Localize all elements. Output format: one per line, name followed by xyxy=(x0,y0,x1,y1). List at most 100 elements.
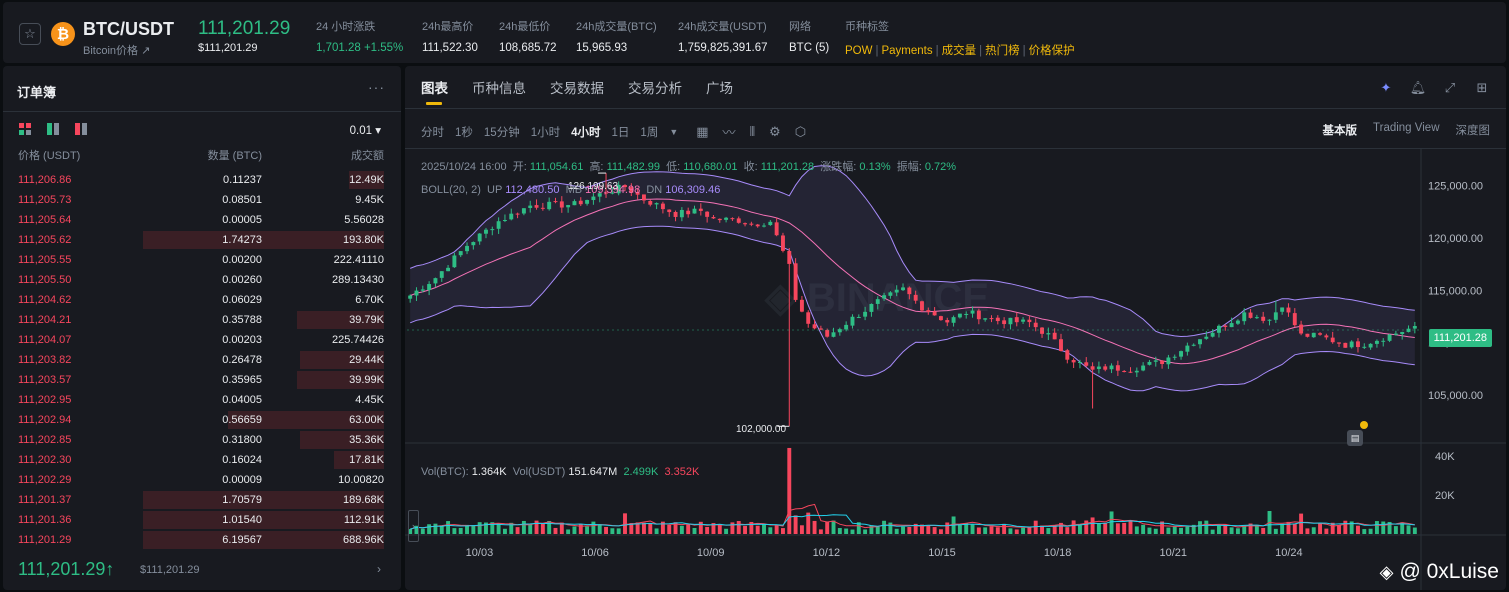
pair-symbol[interactable]: BTC/USDT xyxy=(83,19,174,39)
volume-bar xyxy=(1299,513,1304,534)
coin-tag[interactable]: 成交量 xyxy=(941,45,977,57)
candle-body xyxy=(1267,319,1272,321)
stat-label: 24h成交量(USDT) xyxy=(678,21,767,33)
divider xyxy=(405,148,1506,149)
candlestick-chart[interactable]: ◈ BINANCE125,000.00120,000.00115,000.001… xyxy=(405,149,1506,590)
candle-type-icon[interactable]: ⫴ xyxy=(749,123,756,139)
candle-body xyxy=(1387,334,1392,341)
order-book-ask-row[interactable]: 111,201.29 6.19567 688.96K xyxy=(3,530,401,550)
candle-body xyxy=(1210,332,1215,337)
tab-square[interactable]: 广场 xyxy=(706,81,733,96)
volume-bar xyxy=(1324,528,1329,534)
candle-body xyxy=(989,318,994,320)
tab-trading-analysis[interactable]: 交易分析 xyxy=(628,81,682,96)
candle-body xyxy=(932,311,937,316)
expand-handle-icon[interactable]: › xyxy=(408,510,419,542)
candle-body xyxy=(1261,316,1266,321)
ohlc-low-label: 低: xyxy=(666,161,681,173)
candle-body xyxy=(1128,371,1133,373)
order-book-ask-row[interactable]: 111,203.82 0.26478 29.44K xyxy=(3,350,401,370)
order-book-asks-mode-icon[interactable] xyxy=(75,123,87,135)
candle-body xyxy=(597,193,602,197)
indicator-chart-icon[interactable]: 〰 xyxy=(722,125,736,140)
chevron-right-icon[interactable]: › xyxy=(377,562,381,576)
order-book-ask-row[interactable]: 111,201.37 1.70579 189.68K xyxy=(3,490,401,510)
boll-dn-label: DN xyxy=(646,184,663,196)
timeframe-1d[interactable]: 1日 xyxy=(611,126,630,139)
order-book-ask-row[interactable]: 111,205.62 1.74273 193.80K xyxy=(3,230,401,250)
order-book-ask-row[interactable]: 111,202.85 0.31800 35.36K xyxy=(3,430,401,450)
settings-icon[interactable]: ⚙ xyxy=(769,123,781,139)
order-book-ask-row[interactable]: 111,202.94 0.56659 63.00K xyxy=(3,410,401,430)
volume-bar xyxy=(540,523,545,534)
coin-tag[interactable]: 价格保护 xyxy=(1028,45,1075,57)
timeframe-4h[interactable]: 4小时 xyxy=(571,126,601,139)
ask-qty: 0.11237 xyxy=(223,174,262,186)
order-book-ask-row[interactable]: 111,204.62 0.06029 6.70K xyxy=(3,290,401,310)
order-book-both-mode-icon[interactable] xyxy=(19,123,31,135)
candle-body xyxy=(629,187,634,193)
x-tick-label: 10/21 xyxy=(1159,547,1187,559)
candle-body xyxy=(1311,332,1316,338)
candle-body xyxy=(1324,335,1329,338)
tab-trading-data[interactable]: 交易数据 xyxy=(550,81,604,96)
order-book-ask-row[interactable]: 111,205.64 0.00005 5.56028 xyxy=(3,210,401,230)
view-depth[interactable]: 深度图 xyxy=(1455,125,1491,137)
tab-coin-info[interactable]: 币种信息 xyxy=(472,81,526,96)
expand-icon[interactable]: ⤢ xyxy=(1444,80,1456,95)
hexagon-tool-icon[interactable]: ⬡ xyxy=(794,123,807,139)
more-timeframes-dropdown-icon[interactable]: ▼ xyxy=(669,126,679,137)
timeframe-15m[interactable]: 15分钟 xyxy=(483,126,520,139)
order-book-ask-row[interactable]: 111,204.21 0.35788 39.79K xyxy=(3,310,401,330)
stat-24h-low: 24h最低价 108,685.72 xyxy=(499,18,557,54)
candle-body xyxy=(667,209,672,213)
boll-label[interactable]: BOLL(20, 2) xyxy=(421,184,481,196)
grid-layout-icon[interactable]: ⊞ xyxy=(1476,80,1488,95)
calendar-icon[interactable]: ▦ xyxy=(696,123,709,139)
timeframe-line[interactable]: 分时 xyxy=(421,126,444,139)
volume-bar xyxy=(547,520,552,534)
ask-qty: 0.08501 xyxy=(222,194,262,206)
floating-order-icon[interactable]: ▤ xyxy=(1347,430,1363,446)
ask-total: 5.56028 xyxy=(344,214,384,226)
volume-bar xyxy=(1343,520,1348,534)
candle-body xyxy=(1071,360,1076,363)
candle-body xyxy=(1273,312,1278,320)
order-book-ask-row[interactable]: 111,206.86 0.11237 12.49K xyxy=(3,170,401,190)
order-book-ask-row[interactable]: 111,202.95 0.04005 4.45K xyxy=(3,390,401,410)
order-book-ask-row[interactable]: 111,205.55 0.00200 222.41110 xyxy=(3,250,401,270)
precision-select[interactable]: 0.01 ▾ xyxy=(349,125,381,137)
timeframe-1h[interactable]: 1小时 xyxy=(530,126,561,139)
ask-qty: 0.26478 xyxy=(222,354,262,366)
view-basic[interactable]: 基本版 xyxy=(1322,125,1358,137)
volume-bar xyxy=(1210,529,1215,534)
volume-bar xyxy=(730,522,735,534)
coin-tag[interactable]: 热门榜 xyxy=(985,45,1020,57)
order-book-ask-row[interactable]: 111,202.29 0.00009 10.00820 xyxy=(3,470,401,490)
volume-bar xyxy=(477,522,482,534)
coin-tag[interactable]: POW xyxy=(845,45,873,57)
order-book-ask-row[interactable]: 111,203.57 0.35965 39.99K xyxy=(3,370,401,390)
timeframe-1s[interactable]: 1秒 xyxy=(455,126,473,139)
bell-icon[interactable]: 🔔︎ xyxy=(1409,80,1427,95)
coin-tag[interactable]: Payments xyxy=(881,45,933,57)
order-book-bids-mode-icon[interactable] xyxy=(47,123,59,135)
volume-bar xyxy=(1115,523,1120,534)
order-book-ask-row[interactable]: 111,204.07 0.00203 225.74426 xyxy=(3,330,401,350)
order-book-ask-row[interactable]: 111,205.50 0.00260 289.13430 xyxy=(3,270,401,290)
tab-chart[interactable]: 图表 xyxy=(421,77,448,105)
timeframe-1w[interactable]: 1周 xyxy=(640,126,659,139)
ai-sparkle-icon[interactable]: ✦ xyxy=(1380,80,1392,95)
ask-price: 111,202.95 xyxy=(18,394,72,406)
coin-price-link[interactable]: Bitcoin价格 ↗ xyxy=(83,45,151,57)
candle-body xyxy=(1299,324,1304,334)
stat-network[interactable]: 网络 BTC (5) xyxy=(789,18,829,54)
view-tradingview[interactable]: Trading View xyxy=(1373,122,1440,134)
more-options-icon[interactable]: ··· xyxy=(368,79,385,95)
favorite-star-button[interactable]: ☆ xyxy=(19,23,41,45)
ask-price: 111,202.29 xyxy=(18,474,72,486)
candle-body xyxy=(711,217,716,219)
order-book-ask-row[interactable]: 111,201.36 1.01540 112.91K xyxy=(3,510,401,530)
order-book-ask-row[interactable]: 111,202.30 0.16024 17.81K xyxy=(3,450,401,470)
order-book-ask-row[interactable]: 111,205.73 0.08501 9.45K xyxy=(3,190,401,210)
